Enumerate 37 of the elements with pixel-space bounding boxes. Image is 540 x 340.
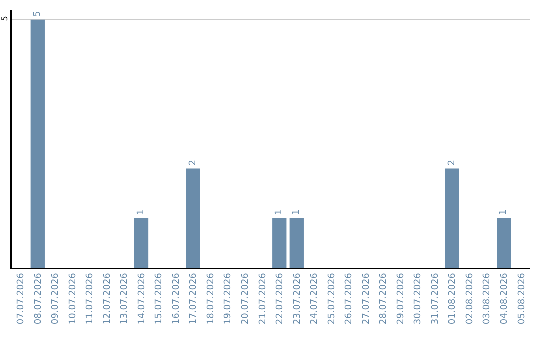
x-tick-label: 31.07.2026: [430, 272, 441, 325]
data-label: 2: [447, 160, 458, 166]
x-tick-label: 16.07.2026: [172, 272, 182, 325]
x-tick-label: 03.08.2026: [482, 272, 493, 325]
x-tick-label: 04.08.2026: [500, 272, 510, 325]
x-tick-label: 13.07.2026: [120, 272, 130, 325]
x-tick-label: 27.07.2026: [362, 272, 372, 325]
x-tick-label: 19.07.2026: [224, 272, 234, 325]
x-tick-label: 01.08.2026: [448, 272, 458, 325]
x-tick-label: 21.07.2026: [258, 272, 268, 325]
data-label: 1: [499, 210, 510, 216]
data-label: 1: [136, 210, 146, 216]
x-tick-label: 20.07.2026: [241, 272, 252, 325]
x-tick-label: 05.08.2026: [517, 272, 528, 325]
x-tick-label: 17.07.2026: [189, 272, 200, 325]
x-tick-label: 07.07.2026: [16, 272, 27, 325]
x-tick-label: 11.07.2026: [86, 272, 96, 325]
x-tick-label: 29.07.2026: [396, 272, 406, 325]
x-tick-label: 10.07.2026: [68, 272, 78, 325]
x-tick-label: 09.07.2026: [51, 272, 62, 325]
x-tick-label: 02.08.2026: [465, 272, 476, 325]
data-label: 5: [32, 11, 43, 17]
x-tick-label: 26.07.2026: [344, 272, 355, 325]
x-tick-label: 18.07.2026: [206, 272, 216, 325]
x-tick-label: 24.07.2026: [310, 272, 320, 325]
x-tick-label: 15.07.2026: [154, 272, 165, 325]
data-label: 1: [292, 210, 302, 216]
x-tick-label: 14.07.2026: [137, 272, 148, 325]
data-label: 2: [188, 160, 198, 166]
x-tick-label: 30.07.2026: [414, 272, 424, 325]
data-label: 1: [274, 210, 285, 216]
x-tick-label: 22.07.2026: [276, 272, 286, 325]
x-tick-label: 28.07.2026: [379, 272, 390, 325]
x-tick-label: 25.07.2026: [327, 272, 338, 325]
x-tick-label: 12.07.2026: [102, 272, 113, 325]
x-tick-label: 08.07.2026: [34, 272, 44, 325]
x-tick-label: 23.07.2026: [292, 272, 303, 325]
